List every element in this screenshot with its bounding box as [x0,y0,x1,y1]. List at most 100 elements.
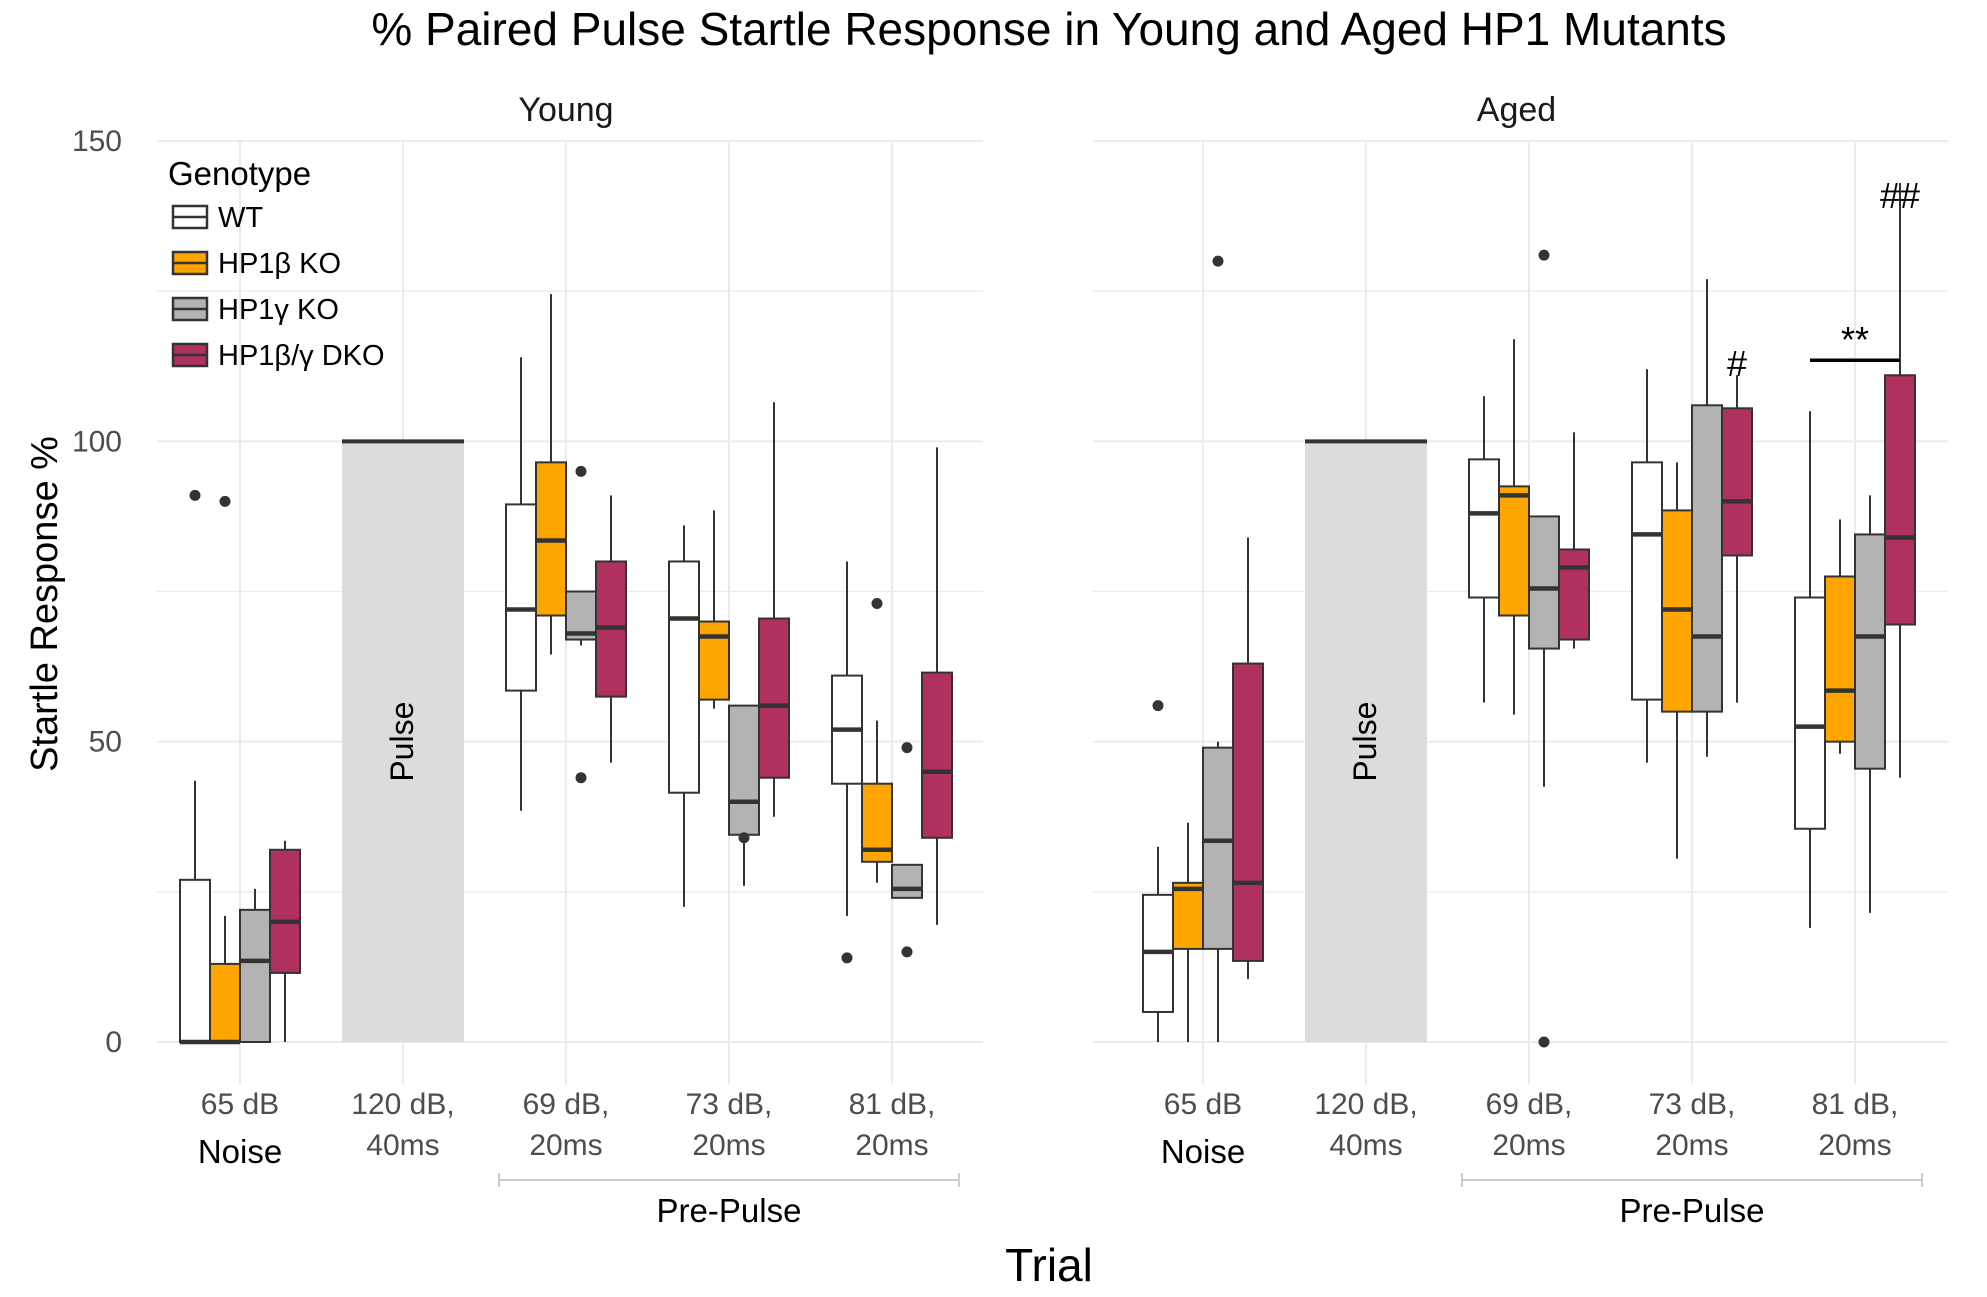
facets: Young 0 50 100 150 Pulse 65 dB 120 dB, 40ms 69 dB… [72,91,1948,1229]
box-HP1γ KO [1202,255,1234,1042]
box-body [1528,515,1560,650]
pulse-region [342,441,464,1042]
box-body [668,560,700,794]
legend-label: HP1γ KO [218,294,339,326]
x-tick-label: 73 dB, [1649,1088,1736,1121]
box-HP1β KO [1661,462,1693,859]
x-tick-label: 20ms [1492,1129,1565,1162]
box-body [505,503,537,692]
box-HP1β KO [209,495,241,1045]
box-WT [505,357,537,811]
x-tick-label: 73 dB, [686,1088,773,1121]
box-body [1468,458,1500,599]
box-body [891,863,923,899]
box-HP1β KO [1172,822,1204,1042]
outlier-point [575,772,587,784]
y-tick-label: 100 [72,425,122,458]
box-HP1γ KO [1854,495,1886,913]
legend-item: HP1γ KO [171,294,339,326]
x-tick-label: 120 dB, [1314,1088,1417,1121]
x-tick-label: 81 dB, [849,1088,936,1121]
box-HP1β/γ DKO [758,402,790,817]
outlier-point [841,952,853,964]
outlier-point [575,465,587,477]
box-body [1232,662,1264,962]
box-HP1β/γ DKO [1232,537,1264,979]
x-tick-label: 40ms [366,1129,439,1162]
box-HP1β/γ DKO [595,495,627,763]
x-tick-label: 20ms [1655,1129,1728,1162]
box-WT [1142,700,1174,1042]
outlier-point [901,742,913,754]
box-HP1γ KO [565,465,597,784]
box-HP1β KO [698,510,730,709]
x-tick-label: 20ms [692,1129,765,1162]
outlier-point [871,598,883,610]
y-tick-label: 0 [105,1026,122,1059]
noise-group-label: Noise [198,1133,282,1170]
legend-item: HP1β/γ DKO [171,340,385,372]
outlier-point [1212,255,1224,267]
legend: Genotype WT HP1β KO HP1γ KO HP1β/γ DKO [168,155,385,372]
box-HP1β KO [1824,519,1856,754]
box-body [1498,485,1530,617]
box-HP1β/γ DKO [1558,432,1590,649]
facet-label: Young [518,91,613,129]
facet-aged: Aged Pulse 65 dB 120 dB, 40ms 69 dB, 20ms 73 dB… [1093,91,1948,1229]
facet-young: Young 0 50 100 150 Pulse 65 dB 120 dB, 40ms 69 dB… [72,91,983,1229]
box-body [758,617,790,779]
box-HP1β/γ DKO [269,840,301,1042]
box-body [1794,596,1826,830]
box-HP1β/γ DKO [1721,375,1753,703]
x-tick-label: 65 dB [201,1088,279,1121]
box-body [1558,548,1590,641]
significance-label: # [1727,343,1747,384]
legend-label: WT [218,202,263,234]
x-tick-label: 69 dB, [1486,1088,1573,1121]
box-HP1β KO [1498,339,1530,715]
pulse-region [1305,441,1427,1042]
facet-label: Aged [1477,91,1556,129]
box-body [209,962,241,1043]
x-tick-label: 69 dB, [523,1088,610,1121]
outlier-point [738,832,750,844]
box-body [239,908,271,1043]
box-HP1γ KO [1691,279,1723,757]
chart-title: % Paired Pulse Startle Response in Young… [371,3,1726,55]
significance-label: ## [1880,175,1920,216]
box-body [1202,746,1234,950]
box-body [921,671,953,839]
x-tick-label: 120 dB, [351,1088,454,1121]
box-body [1691,404,1723,713]
box-body [179,878,211,1043]
box-HP1β KO [535,294,567,655]
box-body [1854,533,1886,770]
box-WT [1631,369,1663,763]
pulse-label: Pulse [1347,702,1383,782]
legend-label: HP1β/γ DKO [218,340,385,372]
box-WT [1794,411,1826,928]
outlier-point [901,946,913,958]
box-body [698,620,730,701]
x-tick-label: 20ms [855,1129,928,1162]
box-HP1γ KO [239,888,271,1043]
prepulse-group-label: Pre-Pulse [657,1192,802,1229]
noise-group-label: Noise [1161,1133,1245,1170]
box-body [728,704,760,836]
box-HP1β/γ DKO [921,447,953,925]
box-HP1γ KO [1528,249,1560,1048]
box-WT [179,489,211,1045]
x-tick-label: 65 dB [1164,1088,1242,1121]
legend-item: HP1β KO [171,248,341,280]
outlier-point [219,495,231,507]
box-HP1β/γ DKO [1884,183,1916,778]
legend-item: WT [171,202,263,234]
box-body [1631,461,1663,701]
outlier-point [189,489,201,501]
y-tick-label: 150 [72,125,122,158]
prepulse-group-label: Pre-Pulse [1620,1192,1765,1229]
y-tick-label: 50 [89,726,122,759]
outlier-point [1538,1036,1550,1048]
legend-title: Genotype [168,155,311,192]
